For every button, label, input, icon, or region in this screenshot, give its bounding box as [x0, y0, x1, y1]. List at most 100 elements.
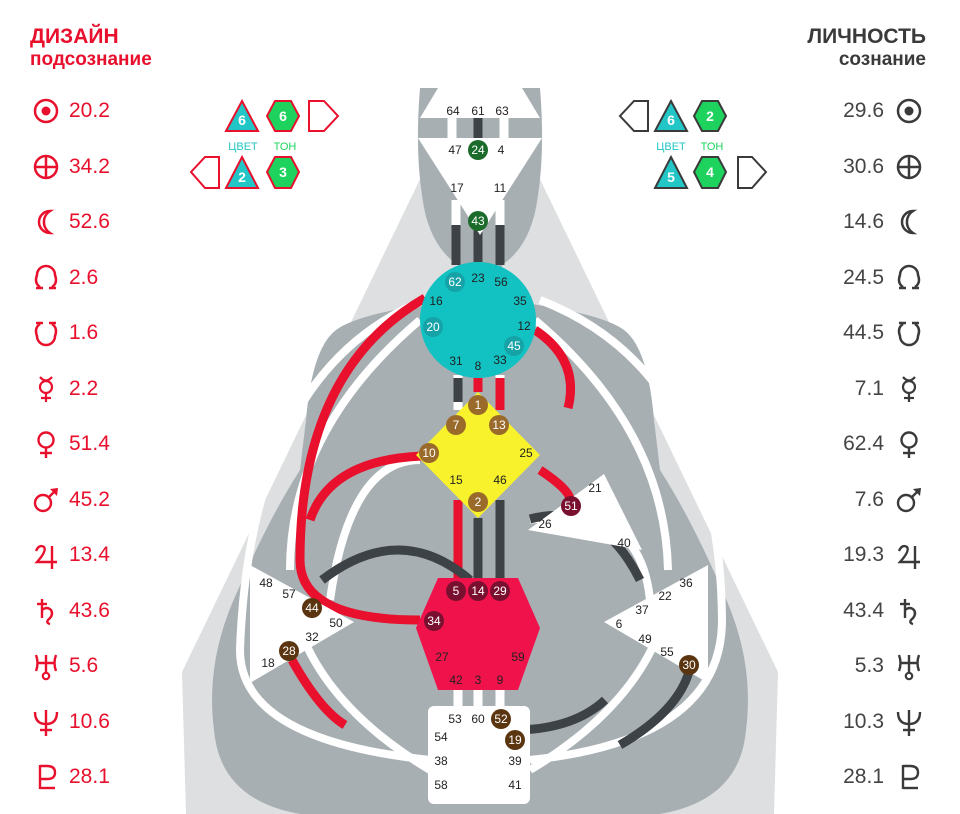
- design-subtitle: подсознание: [30, 49, 152, 70]
- design-row-moon: 52.6: [31, 202, 110, 242]
- personality-value: 5.3: [854, 654, 884, 677]
- design-value: 45.2: [69, 487, 110, 511]
- personality-row-venus: 62.4: [843, 424, 924, 464]
- design-row-mars: 45.2: [31, 480, 110, 520]
- neptune-icon: [33, 709, 59, 736]
- design-row-pluto: 28.1: [31, 757, 110, 797]
- gate-47: 47: [448, 143, 462, 157]
- mercury-icon: [38, 375, 54, 402]
- personality-row-uranus: 5.3: [855, 646, 924, 686]
- personality-value: 10.3: [843, 709, 884, 733]
- gate-26: 26: [538, 517, 552, 531]
- svg-text:23: 23: [471, 271, 485, 285]
- heart-center: [528, 474, 642, 550]
- personality-row-moon: 14.6: [843, 202, 924, 242]
- svg-text:26: 26: [538, 517, 552, 531]
- pluto-icon: [901, 764, 920, 790]
- gate-6: 6: [616, 617, 623, 631]
- svg-text:34: 34: [427, 614, 441, 628]
- personality-value: 19.3: [843, 543, 884, 566]
- moon-icon: [900, 209, 918, 235]
- svg-text:56: 56: [494, 275, 508, 289]
- gate-37: 37: [635, 603, 649, 617]
- gate-41: 41: [508, 778, 522, 792]
- personality-value: 28.1: [843, 765, 884, 788]
- personality-row-mars: 7.6: [855, 480, 924, 520]
- sun-icon: [33, 98, 59, 124]
- jupiter-icon: [34, 544, 57, 569]
- svg-text:61: 61: [471, 104, 485, 118]
- gate-2: 2: [468, 492, 488, 512]
- gate-54: 54: [434, 730, 448, 744]
- gate-63: 63: [495, 104, 509, 118]
- design-value: 51.4: [69, 432, 110, 455]
- mars-icon: [896, 487, 921, 512]
- gate-32: 32: [305, 630, 319, 644]
- gate-45: 45: [504, 336, 524, 356]
- gate-59: 59: [511, 650, 525, 664]
- gate-22: 22: [658, 589, 672, 603]
- svg-text:8: 8: [475, 359, 482, 373]
- svg-text:48: 48: [259, 576, 273, 590]
- svg-text:47: 47: [448, 143, 462, 157]
- design-row-south-node: 1.6: [31, 313, 98, 353]
- gate-45-design: [532, 326, 576, 410]
- svg-text:31: 31: [449, 354, 463, 368]
- design-value: 1.6: [69, 321, 99, 344]
- svg-text:44: 44: [305, 601, 319, 615]
- personality-subtitle: сознание: [838, 49, 926, 70]
- gate-11: 11: [494, 181, 507, 195]
- jupiter-icon: [897, 544, 920, 569]
- personality-row-neptune: 10.3: [843, 702, 924, 742]
- svg-text:12: 12: [517, 319, 531, 333]
- mars-icon: [33, 487, 58, 512]
- svg-text:9: 9: [497, 673, 504, 687]
- svg-text:27: 27: [435, 650, 449, 664]
- gate-16: 16: [429, 294, 443, 308]
- gate-52: 52: [491, 709, 511, 729]
- gate-34: 34: [424, 611, 444, 631]
- pluto-icon: [38, 764, 57, 790]
- uranus-icon: [897, 654, 921, 681]
- svg-text:49: 49: [638, 632, 652, 646]
- svg-text:37: 37: [635, 603, 649, 617]
- design-row-earth: 34.2: [31, 147, 110, 187]
- gate-28-design: [288, 657, 348, 729]
- design-row-neptune: 10.6: [31, 702, 110, 742]
- svg-text:60: 60: [471, 712, 485, 726]
- svg-text:36: 36: [679, 576, 693, 590]
- svg-text:16: 16: [429, 294, 443, 308]
- svg-text:57: 57: [282, 587, 296, 601]
- saturn-icon: [37, 598, 54, 625]
- gate-55: 55: [660, 645, 674, 659]
- personality-value: 7.6: [854, 487, 884, 511]
- personality-row-pluto: 28.1: [843, 757, 924, 797]
- venus-icon: [900, 431, 918, 458]
- gate-51: 51: [561, 496, 581, 516]
- svg-text:4: 4: [498, 143, 505, 157]
- svg-text:30: 30: [682, 658, 696, 672]
- svg-text:13: 13: [492, 418, 506, 432]
- svg-text:29: 29: [493, 584, 507, 598]
- personality-row-saturn: 43.4: [843, 591, 924, 631]
- personality-title: ЛИЧНОСТЬ: [807, 25, 926, 48]
- north-node-icon: [897, 264, 921, 289]
- svg-text:55: 55: [660, 645, 674, 659]
- svg-text:51: 51: [564, 499, 578, 513]
- saturn-icon: [900, 598, 917, 625]
- design-value: 43.6: [69, 598, 110, 622]
- design-row-saturn: 43.6: [31, 591, 110, 631]
- svg-text:7: 7: [453, 418, 460, 432]
- design-row-jupiter: 13.4: [31, 535, 110, 575]
- svg-text:28: 28: [282, 644, 296, 658]
- personality-value: 14.6: [843, 210, 884, 233]
- svg-text:45: 45: [507, 339, 521, 353]
- gate-53: 53: [448, 712, 462, 726]
- south-node-icon: [897, 321, 921, 347]
- gate-23: 23: [471, 271, 485, 285]
- gate-9: 9: [497, 673, 504, 687]
- gate-10: 10: [419, 443, 439, 463]
- svg-text:53: 53: [448, 712, 462, 726]
